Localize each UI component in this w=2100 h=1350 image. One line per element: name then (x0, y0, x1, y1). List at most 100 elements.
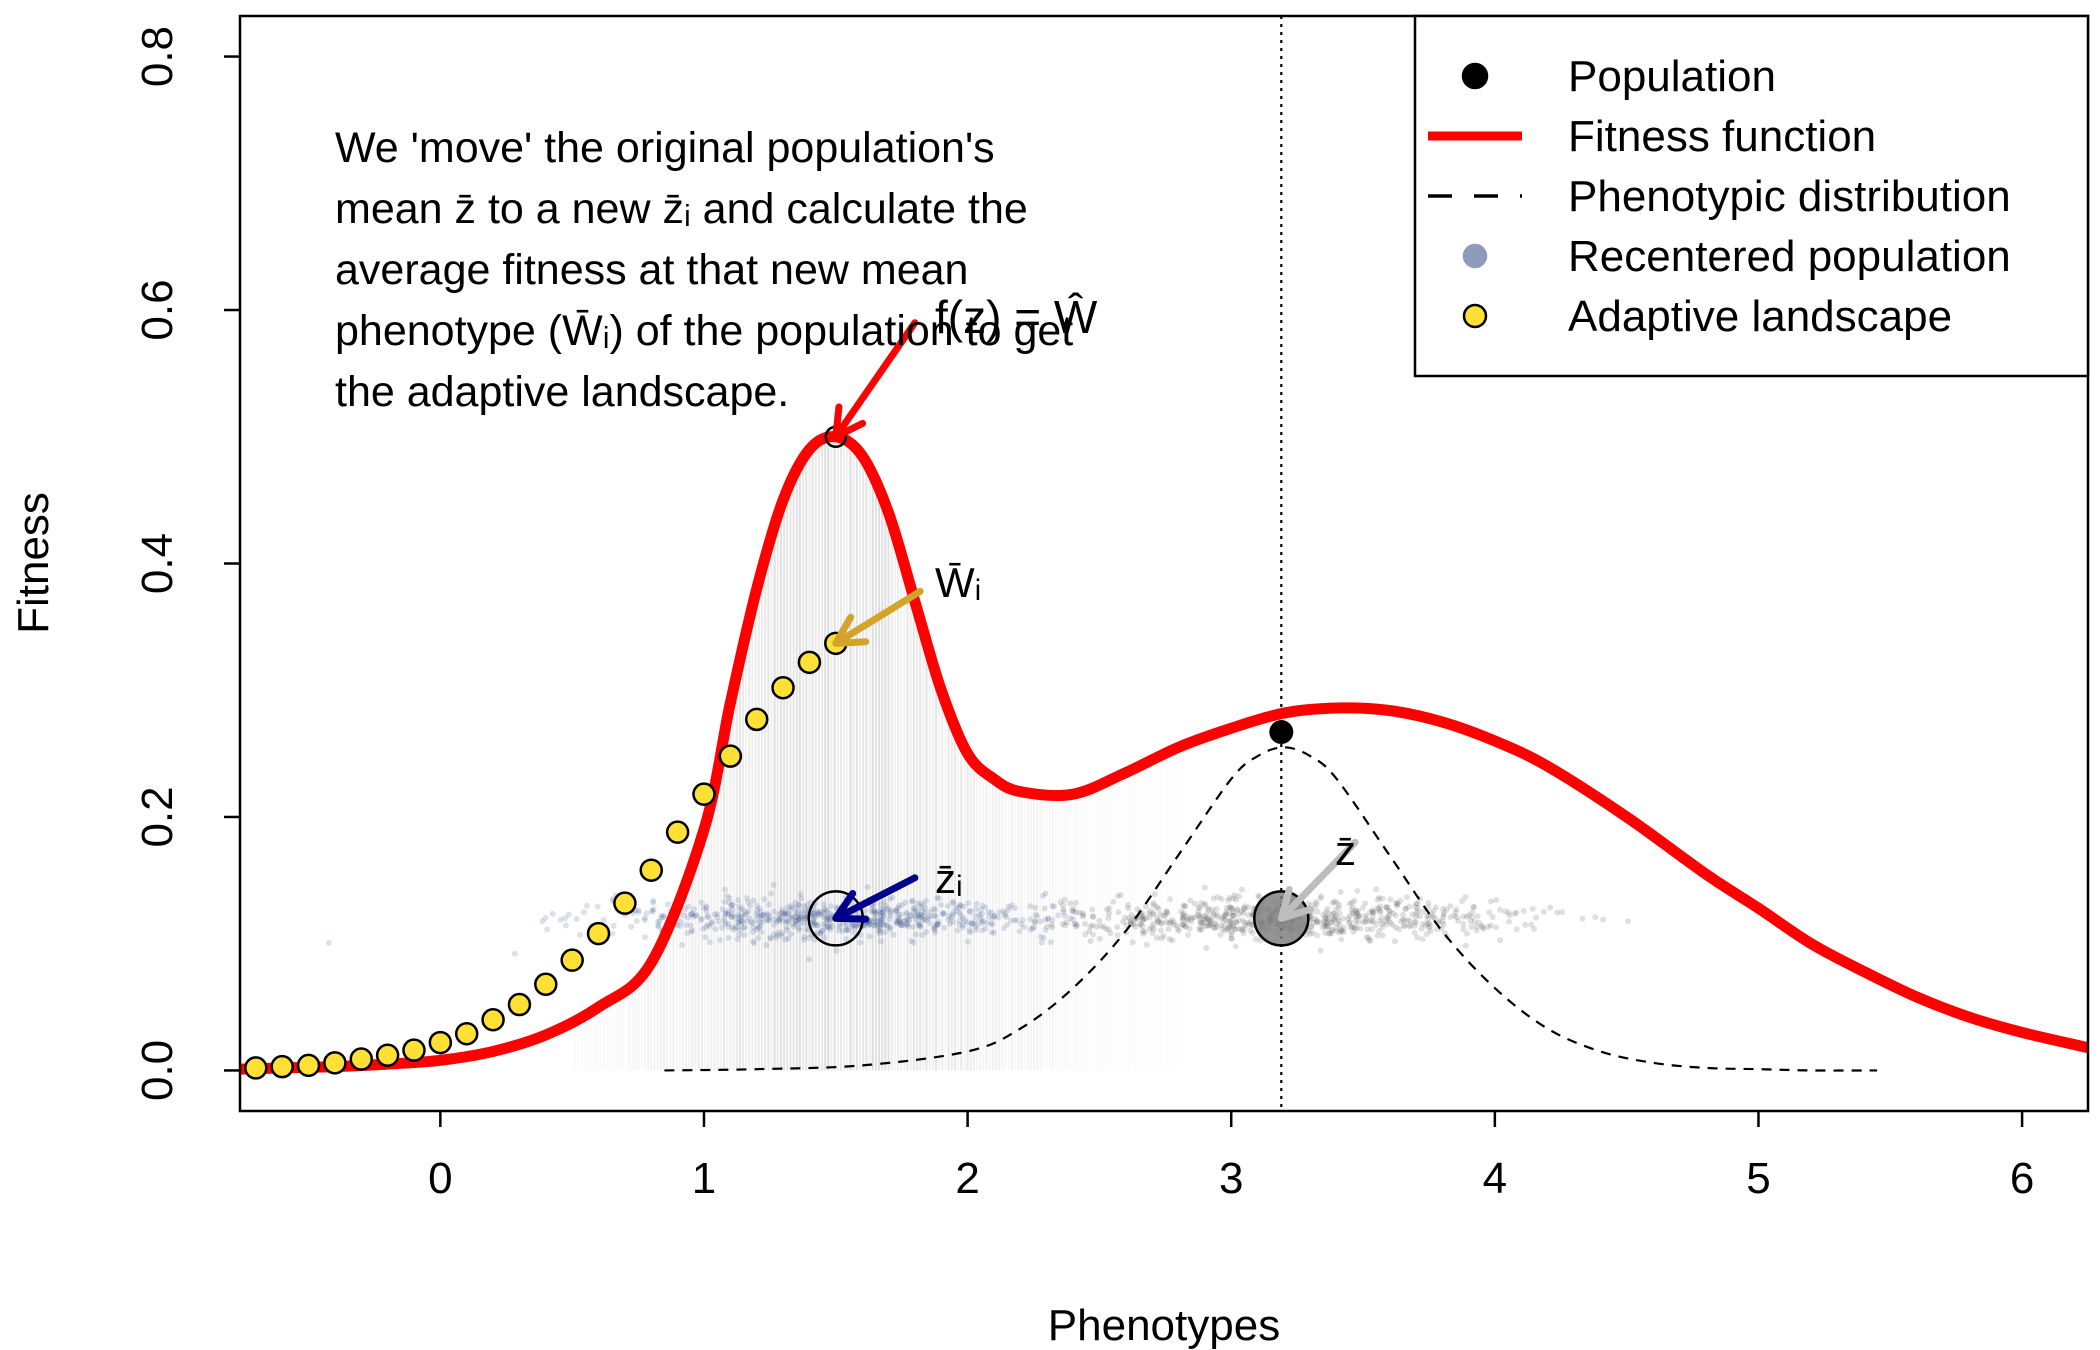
recentered-dot (958, 912, 965, 919)
recentered-dot (609, 930, 616, 937)
recentered-dot (821, 934, 828, 941)
recentered-dot (785, 935, 792, 942)
recentered-dot (1074, 922, 1081, 929)
original-dot (1186, 925, 1193, 932)
recentered-dot (734, 924, 741, 931)
recentered-dot (610, 922, 617, 929)
recentered-dot (931, 912, 938, 919)
legend-key-point (1462, 243, 1488, 269)
original-dot (1241, 925, 1248, 932)
recentered-dot (964, 919, 971, 926)
recentered-dot (770, 881, 777, 888)
recentered-dot (687, 922, 694, 929)
original-dot (1322, 915, 1329, 922)
recentered-dot (944, 903, 951, 910)
recentered-dot (903, 916, 910, 923)
original-dot (1540, 908, 1547, 915)
recentered-dot (890, 931, 897, 938)
recentered-dot (741, 912, 748, 919)
original-dot (1031, 918, 1038, 925)
original-dot (1197, 914, 1204, 921)
original-dot (1210, 911, 1217, 918)
original-dot (1240, 905, 1247, 912)
original-dot (1353, 907, 1360, 914)
recentered-dot (1013, 917, 1020, 924)
original-dot (1409, 911, 1416, 918)
original-dot (1182, 903, 1189, 910)
original-dot (1149, 929, 1156, 936)
recentered-dot (903, 911, 910, 918)
recentered-dot (814, 929, 821, 936)
recentered-dot (843, 926, 850, 933)
recentered-dot (852, 922, 859, 929)
recentered-dot (979, 927, 986, 934)
recentered-dot (796, 915, 803, 922)
recentered-dot (905, 916, 912, 923)
recentered-dot (688, 911, 695, 918)
recentered-dot (923, 928, 930, 935)
recentered-dot (783, 919, 790, 926)
original-dot (1197, 919, 1204, 926)
recentered-dot (803, 902, 810, 909)
recentered-dot (945, 916, 952, 923)
recentered-dot (742, 908, 749, 915)
original-dot (1089, 922, 1096, 929)
recentered-dot (827, 916, 834, 923)
original-dot (1340, 924, 1347, 931)
recentered-dot (935, 895, 942, 902)
recentered-dot (881, 921, 888, 928)
x-axis-ticks: 0 1 2 3 4 5 6 (428, 1111, 2034, 1203)
recentered-dot (706, 922, 713, 929)
x-tick-label: 2 (955, 1154, 979, 1203)
recentered-dot (956, 921, 963, 928)
original-dot (1081, 920, 1088, 927)
original-dot (1212, 921, 1219, 928)
adaptive-landscape-point (270, 1054, 294, 1079)
recentered-dot (752, 917, 759, 924)
original-dot (1331, 910, 1338, 917)
annotation-arrow-head (1277, 885, 1314, 922)
original-dot (1310, 919, 1317, 926)
recentered-dot (688, 928, 695, 935)
recentered-dot (735, 914, 742, 921)
original-dot (1522, 921, 1529, 928)
original-dot (1369, 907, 1376, 914)
original-dot (1430, 914, 1437, 921)
original-dot (1201, 915, 1208, 922)
recentered-dot (789, 914, 796, 921)
recentered-dot (800, 937, 807, 944)
original-dot (1337, 927, 1344, 934)
original-dot (1106, 905, 1113, 912)
original-dot (1235, 917, 1242, 924)
recentered-dot (756, 919, 763, 926)
original-dot (1401, 917, 1408, 924)
original-dot (1170, 921, 1177, 928)
original-dot (1182, 922, 1189, 929)
original-dot (1141, 928, 1148, 935)
recentered-dot (735, 919, 742, 926)
original-dot (1329, 900, 1336, 907)
original-dot (1425, 924, 1432, 931)
recentered-dot (1037, 933, 1044, 940)
recentered-dot (896, 917, 903, 924)
recentered-dot (827, 919, 834, 926)
original-dot (1128, 912, 1135, 919)
recentered-dot (743, 910, 750, 917)
recentered-dot (849, 923, 856, 930)
recentered-dot (795, 924, 802, 931)
original-dot (1321, 923, 1328, 930)
original-dot (1132, 923, 1139, 930)
recentered-dot (743, 918, 750, 925)
original-dot (1181, 903, 1188, 910)
original-dot (1346, 900, 1353, 907)
recentered-dot (914, 900, 921, 907)
original-dot (1321, 918, 1328, 925)
recentered-dot (827, 926, 834, 933)
original-dot (1323, 920, 1330, 927)
original-dot (1180, 921, 1187, 928)
recentered-dot (991, 913, 998, 920)
original-dot (1110, 898, 1117, 905)
recentered-dot (801, 915, 808, 922)
original-dot (1225, 897, 1232, 904)
original-dot (1340, 929, 1347, 936)
